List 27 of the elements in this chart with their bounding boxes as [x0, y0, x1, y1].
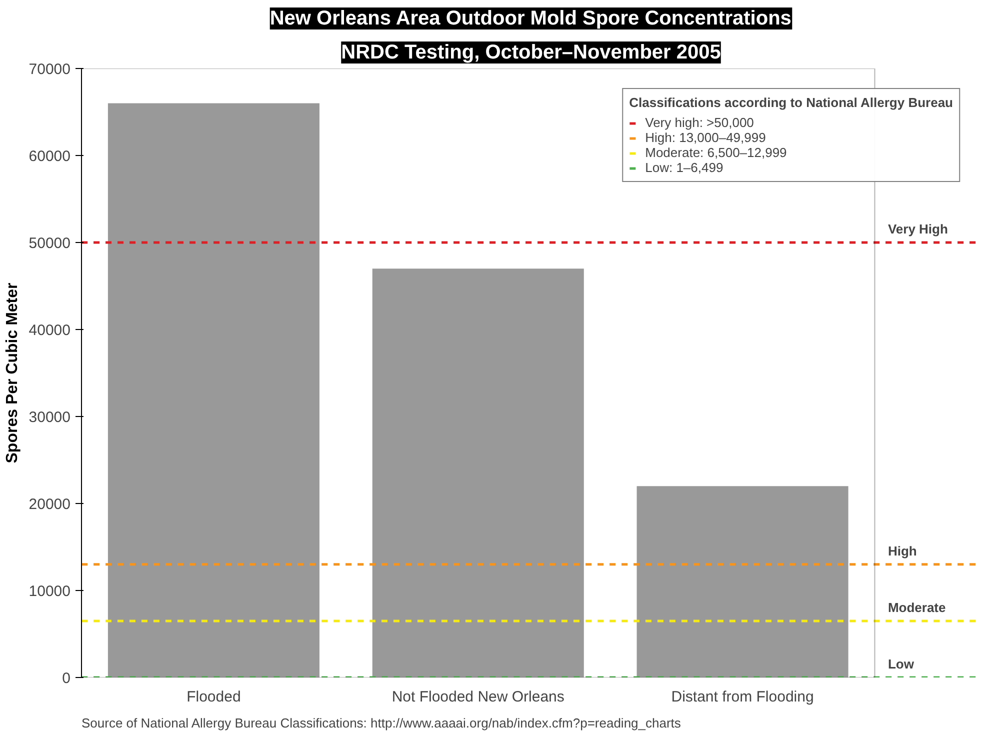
bar — [636, 486, 848, 678]
bar — [372, 268, 584, 678]
x-tick-label: Flooded — [186, 688, 241, 706]
annotation: Very high: >50,000 — [645, 115, 754, 130]
annotation: Low: 1–6,499 — [645, 160, 724, 175]
y-tick-label: 0 — [62, 670, 70, 687]
annotation: High: 13,000–49,999 — [645, 130, 766, 145]
y-tick-label: 70000 — [28, 61, 71, 78]
y-tick-label: 60000 — [28, 148, 71, 165]
ref-line-label: High — [888, 543, 917, 558]
ref-line-label: Very High — [888, 222, 948, 236]
ref-line-label: Low — [888, 656, 915, 672]
y-tick-label: 10000 — [28, 583, 71, 600]
x-tick-label: Distant from Flooding — [671, 688, 814, 706]
y-tick-label: 50000 — [28, 235, 71, 252]
ref-line-label: Moderate — [888, 600, 946, 615]
chart-title: New Orleans Area Outdoor Mold Spore Concentrations — [270, 8, 792, 30]
y-tick-label: 20000 — [28, 496, 71, 513]
y-tick-label: 40000 — [28, 322, 71, 339]
x-tick-label: Not Flooded New Orleans — [392, 688, 564, 706]
chart-subtitle: NRDC Testing, October–November 2005 — [341, 42, 721, 64]
legend-title: Classifications according to National Allergy Bureau — [629, 95, 953, 110]
source-note: Source of National Allergy Bureau Classifications: http://www.aaaai.org/nab/index.cfm?p=reading_charts — [82, 716, 682, 730]
y-axis-title: Spores Per Cubic Meter — [4, 282, 21, 464]
annotation: Moderate: 6,500–12,999 — [645, 145, 787, 160]
bar — [108, 103, 320, 678]
y-tick-label: 30000 — [28, 409, 71, 426]
